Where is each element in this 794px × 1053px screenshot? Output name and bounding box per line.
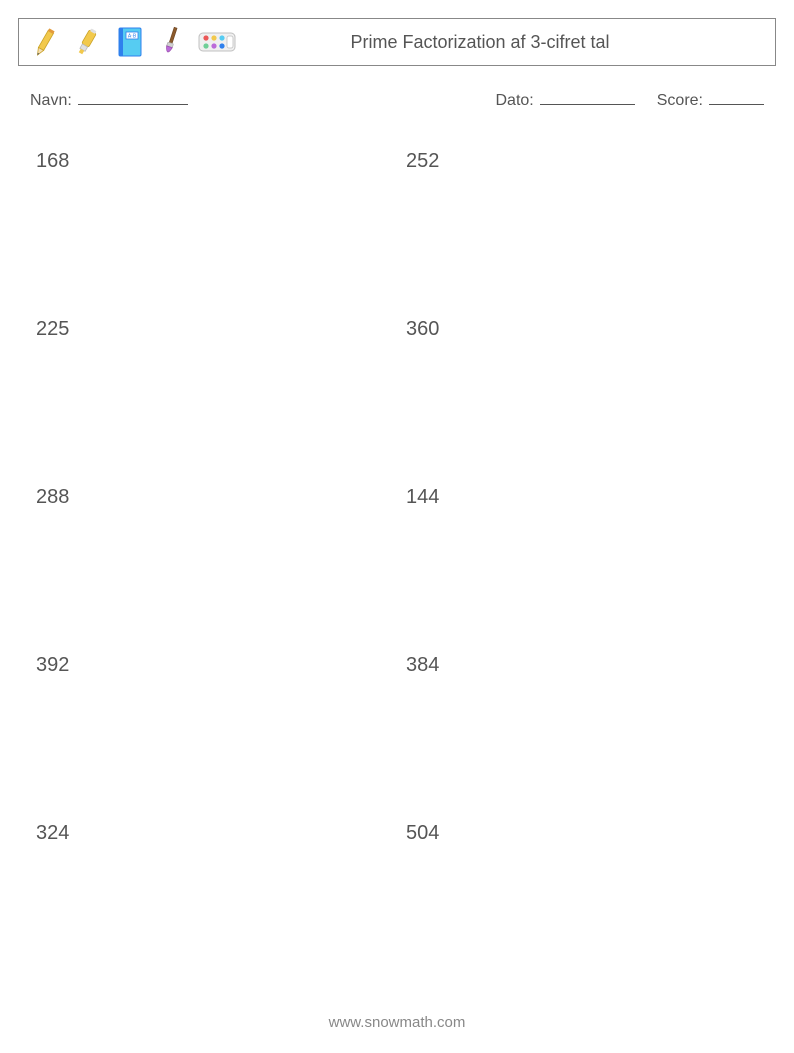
worksheet-title: Prime Factorization af 3-cifret tal xyxy=(237,32,763,53)
score-label: Score: xyxy=(657,92,703,110)
svg-text:A·B: A·B xyxy=(128,34,137,40)
date-blank[interactable] xyxy=(540,88,635,105)
problem-cell: 252 xyxy=(406,150,776,318)
name-label: Navn: xyxy=(30,92,72,110)
problem-value: 252 xyxy=(406,150,439,172)
problem-cell: 360 xyxy=(406,318,776,486)
name-field: Navn: xyxy=(30,88,188,110)
problem-cell: 288 xyxy=(36,486,406,654)
problems-grid: 168 252 225 360 288 144 392 384 324 504 xyxy=(18,150,776,990)
problem-cell: 168 xyxy=(36,150,406,318)
problem-cell: 144 xyxy=(406,486,776,654)
worksheet-page: A·B xyxy=(0,0,794,1053)
problem-cell: 225 xyxy=(36,318,406,486)
problem-cell: 384 xyxy=(406,654,776,822)
problem-value: 144 xyxy=(406,486,439,508)
problem-value: 384 xyxy=(406,654,439,676)
problem-value: 225 xyxy=(36,318,69,340)
header-box: A·B xyxy=(18,18,776,66)
book-icon: A·B xyxy=(115,24,145,60)
pencil-icon xyxy=(31,24,59,60)
problem-value: 392 xyxy=(36,654,69,676)
footer-url: www.snowmath.com xyxy=(0,1014,794,1031)
problem-cell: 392 xyxy=(36,654,406,822)
problem-cell: 324 xyxy=(36,822,406,990)
problem-value: 324 xyxy=(36,822,69,844)
name-blank[interactable] xyxy=(78,88,188,105)
score-blank[interactable] xyxy=(709,88,764,105)
info-row: Navn: Dato: Score: xyxy=(30,88,764,110)
date-label: Dato: xyxy=(496,92,534,110)
icon-row: A·B xyxy=(31,24,237,60)
date-score-group: Dato: Score: xyxy=(496,88,765,110)
problem-value: 360 xyxy=(406,318,439,340)
problem-value: 168 xyxy=(36,150,69,172)
paintbrush-icon xyxy=(159,24,183,60)
problem-cell: 504 xyxy=(406,822,776,990)
palette-icon xyxy=(197,27,237,57)
problem-value: 504 xyxy=(406,822,439,844)
problem-value: 288 xyxy=(36,486,69,508)
highlighter-icon xyxy=(73,24,101,60)
